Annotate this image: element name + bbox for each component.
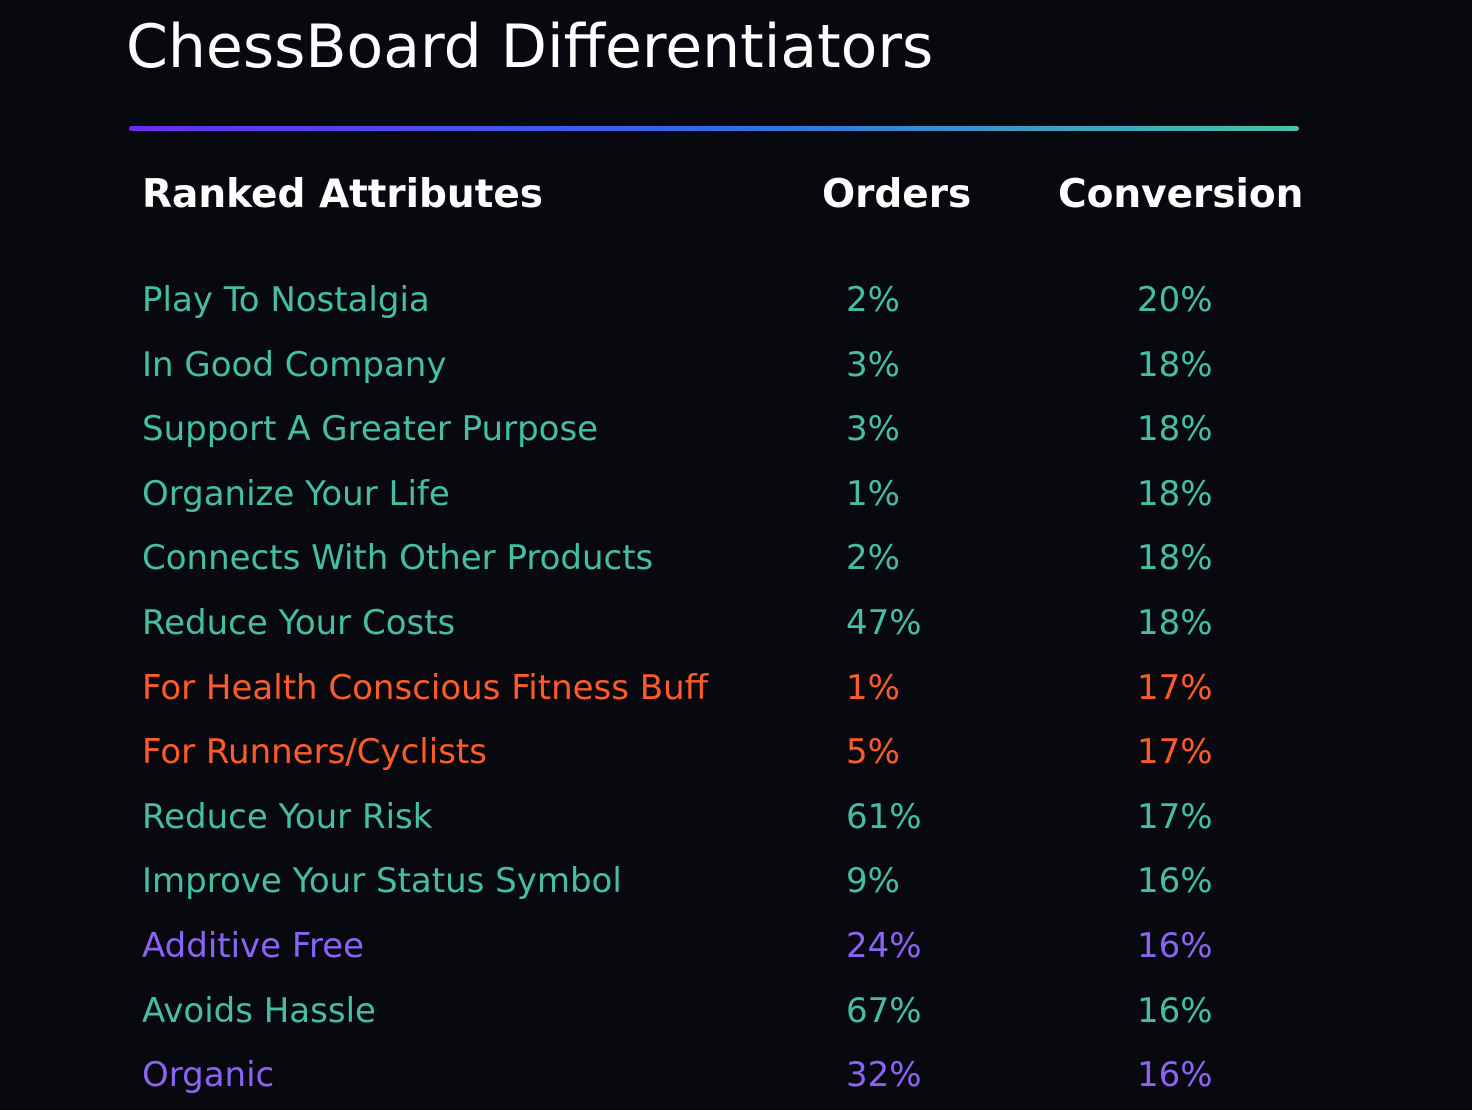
table-row: Additive Free 24% 16%: [0, 926, 1472, 991]
header-orders: Orders: [822, 172, 972, 217]
attribute-cell: For Runners/Cyclists: [142, 732, 487, 773]
attribute-cell: For Health Conscious Fitness Buff: [142, 667, 709, 708]
header-ranked-attributes: Ranked Attributes: [142, 172, 544, 217]
orders-cell: 2%: [846, 538, 900, 579]
table-row: Reduce Your Costs 47% 18%: [0, 603, 1472, 668]
orders-cell: 67%: [846, 990, 922, 1031]
conversion-cell: 18%: [1137, 538, 1213, 579]
attribute-cell: Reduce Your Risk: [142, 796, 433, 837]
attribute-cell: In Good Company: [142, 344, 447, 385]
conversion-cell: 18%: [1137, 473, 1213, 514]
attribute-cell: Avoids Hassle: [142, 990, 376, 1031]
table-row: Organize Your Life 1% 18%: [0, 474, 1472, 539]
conversion-cell: 17%: [1137, 732, 1213, 773]
orders-cell: 1%: [846, 473, 900, 514]
conversion-cell: 18%: [1137, 409, 1213, 450]
orders-cell: 61%: [846, 796, 922, 837]
table-row: For Runners/Cyclists 5% 17%: [0, 732, 1472, 797]
conversion-cell: 17%: [1137, 667, 1213, 708]
table-row: In Good Company 3% 18%: [0, 345, 1472, 410]
table-row: Organic 32% 16%: [0, 1055, 1472, 1110]
orders-cell: 32%: [846, 1055, 922, 1096]
conversion-cell: 16%: [1137, 925, 1213, 966]
attribute-cell: Organize Your Life: [142, 473, 450, 514]
orders-cell: 9%: [846, 861, 900, 902]
attribute-cell: Additive Free: [142, 925, 365, 966]
table-row: Avoids Hassle 67% 16%: [0, 991, 1472, 1056]
table-row: Connects With Other Products 2% 18%: [0, 538, 1472, 603]
table-row: Support A Greater Purpose 3% 18%: [0, 409, 1472, 474]
orders-cell: 5%: [846, 732, 900, 773]
table-header: Ranked Attributes Orders Conversion: [0, 172, 1472, 228]
attribute-cell: Connects With Other Products: [142, 538, 654, 579]
attribute-cell: Play To Nostalgia: [142, 280, 430, 320]
table-row: Reduce Your Risk 61% 17%: [0, 797, 1472, 862]
orders-cell: 3%: [846, 344, 900, 385]
orders-cell: 3%: [846, 409, 900, 450]
table-row: Play To Nostalgia 2% 20%: [0, 280, 1472, 345]
gradient-divider: [129, 126, 1299, 131]
attribute-cell: Improve Your Status Symbol: [142, 861, 622, 902]
attribute-cell: Organic: [142, 1055, 275, 1096]
conversion-cell: 16%: [1137, 1055, 1213, 1096]
orders-cell: 2%: [846, 280, 900, 320]
page-title: ChessBoard Differentiators: [126, 12, 934, 82]
header-conversion: Conversion: [1058, 172, 1304, 217]
attribute-cell: Reduce Your Costs: [142, 602, 456, 643]
table-body: Play To Nostalgia 2% 20% In Good Company…: [0, 280, 1472, 1110]
conversion-cell: 16%: [1137, 861, 1213, 902]
table-row: For Health Conscious Fitness Buff 1% 17%: [0, 668, 1472, 733]
table-row: Improve Your Status Symbol 9% 16%: [0, 861, 1472, 926]
attribute-cell: Support A Greater Purpose: [142, 409, 599, 450]
conversion-cell: 16%: [1137, 990, 1213, 1031]
conversion-cell: 20%: [1137, 280, 1213, 320]
orders-cell: 24%: [846, 925, 922, 966]
conversion-cell: 17%: [1137, 796, 1213, 837]
orders-cell: 47%: [846, 602, 922, 643]
orders-cell: 1%: [846, 667, 900, 708]
conversion-cell: 18%: [1137, 344, 1213, 385]
conversion-cell: 18%: [1137, 602, 1213, 643]
